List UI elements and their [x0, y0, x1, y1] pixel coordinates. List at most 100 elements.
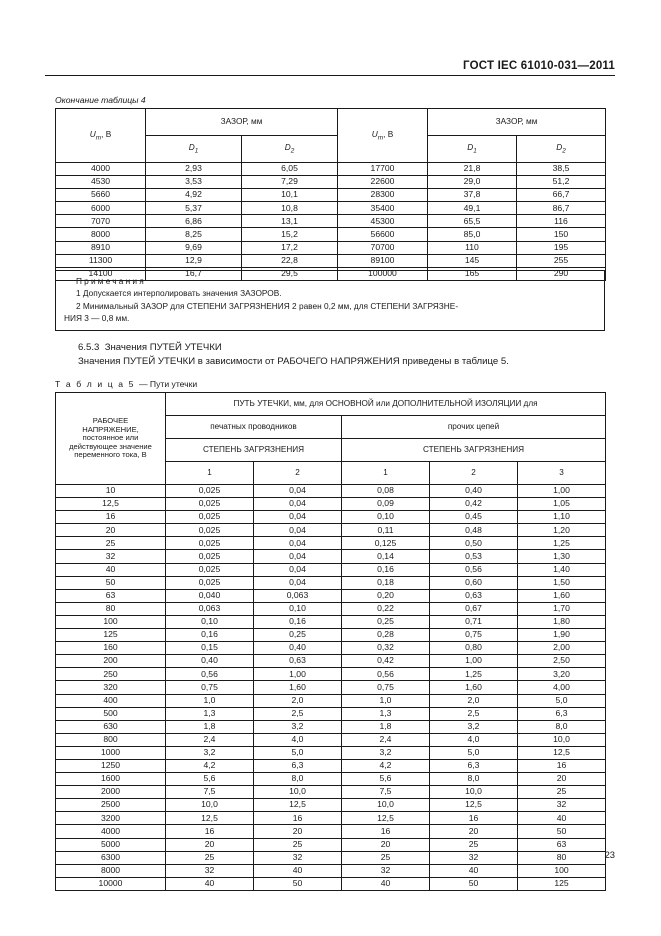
table-cell: 63 — [516, 837, 607, 852]
table-cell: 10 — [55, 483, 166, 499]
table-cell: 0,22 — [341, 601, 430, 616]
table-cell: 16 — [516, 758, 607, 774]
t4-d2-right-sub: 2 — [562, 147, 566, 155]
table-row: 6300 25 32 25 32 80 — [55, 850, 607, 865]
table-cell: 255 — [516, 253, 606, 268]
section-body: Значения ПУТЕЙ УТЕЧКИ в зависимости от Р… — [78, 356, 509, 367]
t4-d1-left-symbol: D — [188, 142, 195, 153]
t4-d2-left-symbol: D — [284, 142, 291, 153]
table-cell: 0,75 — [341, 680, 430, 695]
table-cell: 1,8 — [341, 719, 430, 734]
table-cell: 100 — [55, 614, 166, 630]
table-cell: 22,8 — [241, 253, 338, 268]
table-cell: 0,48 — [429, 523, 518, 538]
table4-notes: Примечания 1 Допускается интерполировать… — [55, 270, 605, 331]
note-1: 1 Допускается интерполировать значения З… — [76, 288, 282, 299]
table-cell: 8,0 — [429, 772, 518, 787]
table-cell: 1,00 — [253, 667, 342, 682]
table-cell: 1,80 — [516, 614, 607, 630]
table-row: 160 0,15 0,40 0,32 0,80 2,00 — [55, 641, 607, 656]
table-cell: 4,2 — [165, 758, 254, 774]
table-cell: 1,70 — [516, 601, 607, 616]
table-cell: 0,67 — [429, 601, 518, 616]
table-cell: 16 — [165, 824, 254, 839]
table-row: 10 0,025 0,04 0,08 0,40 1,00 — [55, 483, 607, 499]
table-cell: 10,0 — [516, 732, 607, 747]
t5-head-creepage-span: ПУТЬ УТЕЧКИ, мм, для ОСНОВНОЙ или ДОПОЛН… — [164, 392, 607, 416]
table-cell: 35400 — [337, 201, 428, 216]
table-cell: 6,05 — [241, 161, 338, 177]
table-cell: 37,8 — [427, 188, 517, 203]
table-cell: 0,53 — [429, 549, 518, 564]
table-row: 3200 12,5 16 12,5 16 40 — [55, 811, 607, 826]
table-cell: 0,09 — [341, 497, 430, 512]
t4-um-right-symbol: U — [371, 128, 378, 139]
section-number: 6.5.3 — [78, 342, 100, 353]
table-row: 630 1,8 3,2 1,8 3,2 8,0 — [55, 719, 607, 734]
table-cell: 7,5 — [165, 785, 254, 800]
table-cell: 0,20 — [341, 588, 430, 603]
table-cell: 500 — [55, 706, 166, 721]
table-cell: 20 — [165, 837, 254, 852]
table-row: 63 0,040 0,063 0,20 0,63 1,60 — [55, 588, 607, 603]
table-cell: 51,2 — [516, 175, 606, 190]
table-cell: 0,16 — [165, 628, 254, 643]
table-cell: 1,00 — [516, 483, 607, 499]
table-cell: 200 — [55, 654, 166, 669]
table-cell: 85,0 — [427, 227, 517, 242]
table-cell: 25 — [429, 837, 518, 852]
table-cell: 1,30 — [516, 549, 607, 564]
table5-caption: Т а б л и ц а 5 — Пути утечки — [55, 379, 197, 389]
table-cell: 25 — [253, 837, 342, 852]
table-cell: 50 — [253, 876, 342, 891]
table-cell: 0,025 — [165, 549, 254, 564]
table-cell: 32 — [55, 549, 166, 564]
table-cell: 1,05 — [516, 497, 607, 512]
table-cell: 0,10 — [341, 510, 430, 525]
table-row: 5000 20 25 20 25 63 — [55, 837, 607, 852]
table-cell: 3,20 — [516, 667, 607, 682]
table-cell: 2,50 — [516, 654, 607, 669]
table-cell: 3,2 — [429, 719, 518, 734]
t4-d1-right-symbol: D — [467, 142, 474, 153]
table5-caption-prefix: Т а б л и ц а 5 — [55, 379, 139, 389]
table-cell: 0,025 — [165, 483, 254, 499]
t4-d2-right-symbol: D — [556, 142, 563, 153]
table-cell: 1000 — [55, 745, 166, 760]
table-cell: 10,0 — [429, 785, 518, 800]
table-cell: 16 — [55, 510, 166, 525]
table-cell: 9,69 — [145, 240, 242, 255]
table-cell: 8910 — [55, 240, 146, 255]
table-cell: 50 — [55, 575, 166, 590]
t5-head-pollution-printed: СТЕПЕНЬ ЗАГРЯЗНЕНИЯ — [165, 438, 342, 462]
table-cell: 0,63 — [253, 654, 342, 669]
table-cell: 800 — [55, 732, 166, 747]
table-cell: 32 — [516, 798, 607, 813]
table-cell: 4000 — [55, 824, 166, 839]
table-cell: 10,0 — [341, 798, 430, 813]
t4-head-d1-right: D1 — [427, 135, 517, 163]
table-cell: 80 — [55, 601, 166, 616]
t5-head-pollution-other: СТЕПЕНЬ ЗАГРЯЗНЕНИЯ — [340, 438, 607, 462]
table-cell: 0,10 — [165, 614, 254, 630]
t5-wv-line4: действующее значение — [69, 441, 152, 451]
table-row: 12,5 0,025 0,04 0,09 0,42 1,05 — [55, 497, 607, 512]
table-row: 10000 40 50 40 50 125 — [55, 876, 607, 891]
table-cell: 0,50 — [429, 536, 518, 551]
table-cell: 12,9 — [145, 253, 242, 268]
table-cell: 65,5 — [427, 214, 517, 229]
table-cell: 125 — [55, 628, 166, 643]
table-cell: 0,18 — [341, 575, 430, 590]
table-4-body: 4000 2,93 6,05 17700 21,8 38,5 4530 3,53 7,29 226… — [55, 161, 606, 281]
t4-head-d2-left: D2 — [241, 135, 338, 163]
table-cell: 1,10 — [516, 510, 607, 525]
table-cell: 0,16 — [253, 614, 342, 630]
table-row: 1250 4,2 6,3 4,2 6,3 16 — [55, 758, 607, 774]
table-cell: 0,80 — [429, 641, 518, 656]
table-cell: 0,04 — [253, 523, 342, 538]
table-cell: 40 — [55, 562, 166, 577]
table-cell: 66,7 — [516, 188, 606, 203]
table-cell: 12,5 — [165, 811, 254, 826]
table-cell: 0,42 — [341, 654, 430, 669]
table-row: 1000 3,2 5,0 3,2 5,0 12,5 — [55, 745, 607, 760]
